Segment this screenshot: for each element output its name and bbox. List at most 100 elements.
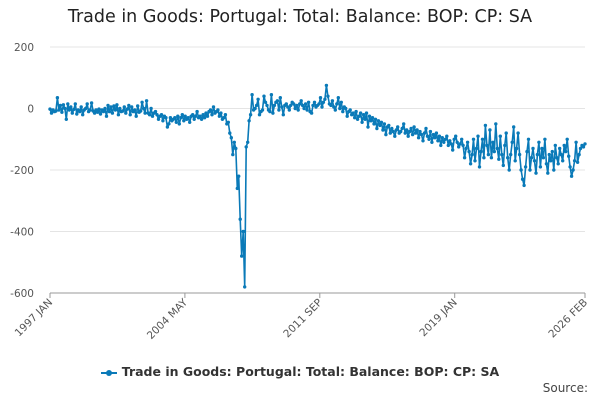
data-point xyxy=(54,109,58,113)
data-point xyxy=(509,152,513,157)
data-point xyxy=(434,131,439,135)
data-point xyxy=(141,106,146,111)
data-point xyxy=(280,105,284,109)
data-point xyxy=(183,114,187,118)
data-point xyxy=(311,103,315,108)
data-point xyxy=(571,168,575,172)
data-point xyxy=(176,114,180,118)
data-point xyxy=(526,137,531,141)
data-point xyxy=(514,146,519,151)
data-point xyxy=(238,217,242,221)
data-point xyxy=(578,146,583,151)
data-point xyxy=(341,109,345,114)
data-point xyxy=(507,168,511,172)
data-point xyxy=(547,152,551,157)
data-point xyxy=(384,132,388,137)
data-point xyxy=(118,106,122,111)
data-point xyxy=(103,106,107,111)
data-point xyxy=(425,134,430,138)
data-point xyxy=(497,157,501,161)
data-point xyxy=(97,107,101,111)
data-point xyxy=(130,105,134,109)
data-point xyxy=(133,108,137,112)
data-point xyxy=(363,117,367,122)
data-point xyxy=(454,134,458,138)
data-point xyxy=(419,132,424,137)
data-point xyxy=(416,136,421,140)
data-point xyxy=(449,142,453,146)
data-point xyxy=(98,112,103,116)
data-point xyxy=(529,156,534,160)
data-point xyxy=(443,137,447,141)
data-point xyxy=(139,109,143,113)
data-point xyxy=(150,114,155,118)
data-point xyxy=(156,117,161,122)
data-point xyxy=(321,100,326,105)
data-point xyxy=(465,140,470,144)
data-point xyxy=(440,136,444,140)
data-point xyxy=(473,159,477,163)
data-point xyxy=(353,116,357,120)
data-point xyxy=(541,156,546,160)
data-point xyxy=(348,108,352,112)
data-point xyxy=(462,156,467,160)
data-point xyxy=(522,183,526,188)
data-point xyxy=(409,126,413,131)
data-point xyxy=(558,146,562,151)
data-point xyxy=(226,120,230,125)
data-point xyxy=(464,146,468,151)
data-point xyxy=(520,177,525,181)
data-point xyxy=(470,152,474,157)
data-point xyxy=(501,163,505,168)
data-point xyxy=(445,134,449,138)
data-point xyxy=(468,162,473,166)
data-point xyxy=(240,254,244,258)
data-point xyxy=(144,99,149,103)
data-point xyxy=(153,109,158,114)
data-point xyxy=(81,113,85,117)
data-point xyxy=(318,96,323,100)
data-point xyxy=(517,152,522,157)
data-point xyxy=(244,145,248,149)
data-point xyxy=(358,111,363,115)
data-point xyxy=(195,109,199,114)
data-point xyxy=(379,120,384,125)
x-axis-ticks: 1997 JAN 2004 MAY 2011 SEP 2019 JAN 2026 FEB xyxy=(13,293,590,342)
data-point xyxy=(506,156,510,160)
data-point xyxy=(413,131,418,135)
data-point xyxy=(388,131,392,135)
data-point xyxy=(64,117,69,122)
data-point xyxy=(495,146,499,151)
data-point xyxy=(57,108,61,112)
data-point xyxy=(257,113,262,117)
data-point xyxy=(263,100,268,105)
data-point xyxy=(248,113,253,117)
data-point xyxy=(523,165,528,169)
data-point xyxy=(544,162,549,166)
data-point xyxy=(299,99,303,103)
data-point xyxy=(458,142,462,146)
data-point xyxy=(287,108,291,112)
data-point xyxy=(125,107,129,111)
data-point xyxy=(424,126,428,131)
legend[interactable]: Trade in Goods: Portugal: Total: Balance… xyxy=(0,364,600,379)
data-point xyxy=(375,126,379,131)
data-point xyxy=(272,103,277,108)
data-point xyxy=(354,109,358,114)
data-point xyxy=(512,125,516,129)
data-point xyxy=(217,114,222,118)
chart-title: Trade in Goods: Portugal: Total: Balance… xyxy=(67,7,533,27)
data-point xyxy=(179,116,183,120)
data-point xyxy=(205,114,210,118)
data-point xyxy=(433,136,437,140)
data-point xyxy=(474,146,479,151)
data-point xyxy=(104,114,109,118)
data-point xyxy=(222,116,226,120)
data-point xyxy=(549,159,553,163)
data-point xyxy=(312,100,317,105)
data-point xyxy=(269,93,274,97)
data-point xyxy=(333,108,337,112)
data-point xyxy=(460,137,464,141)
data-point xyxy=(67,108,72,112)
data-point xyxy=(216,108,220,112)
